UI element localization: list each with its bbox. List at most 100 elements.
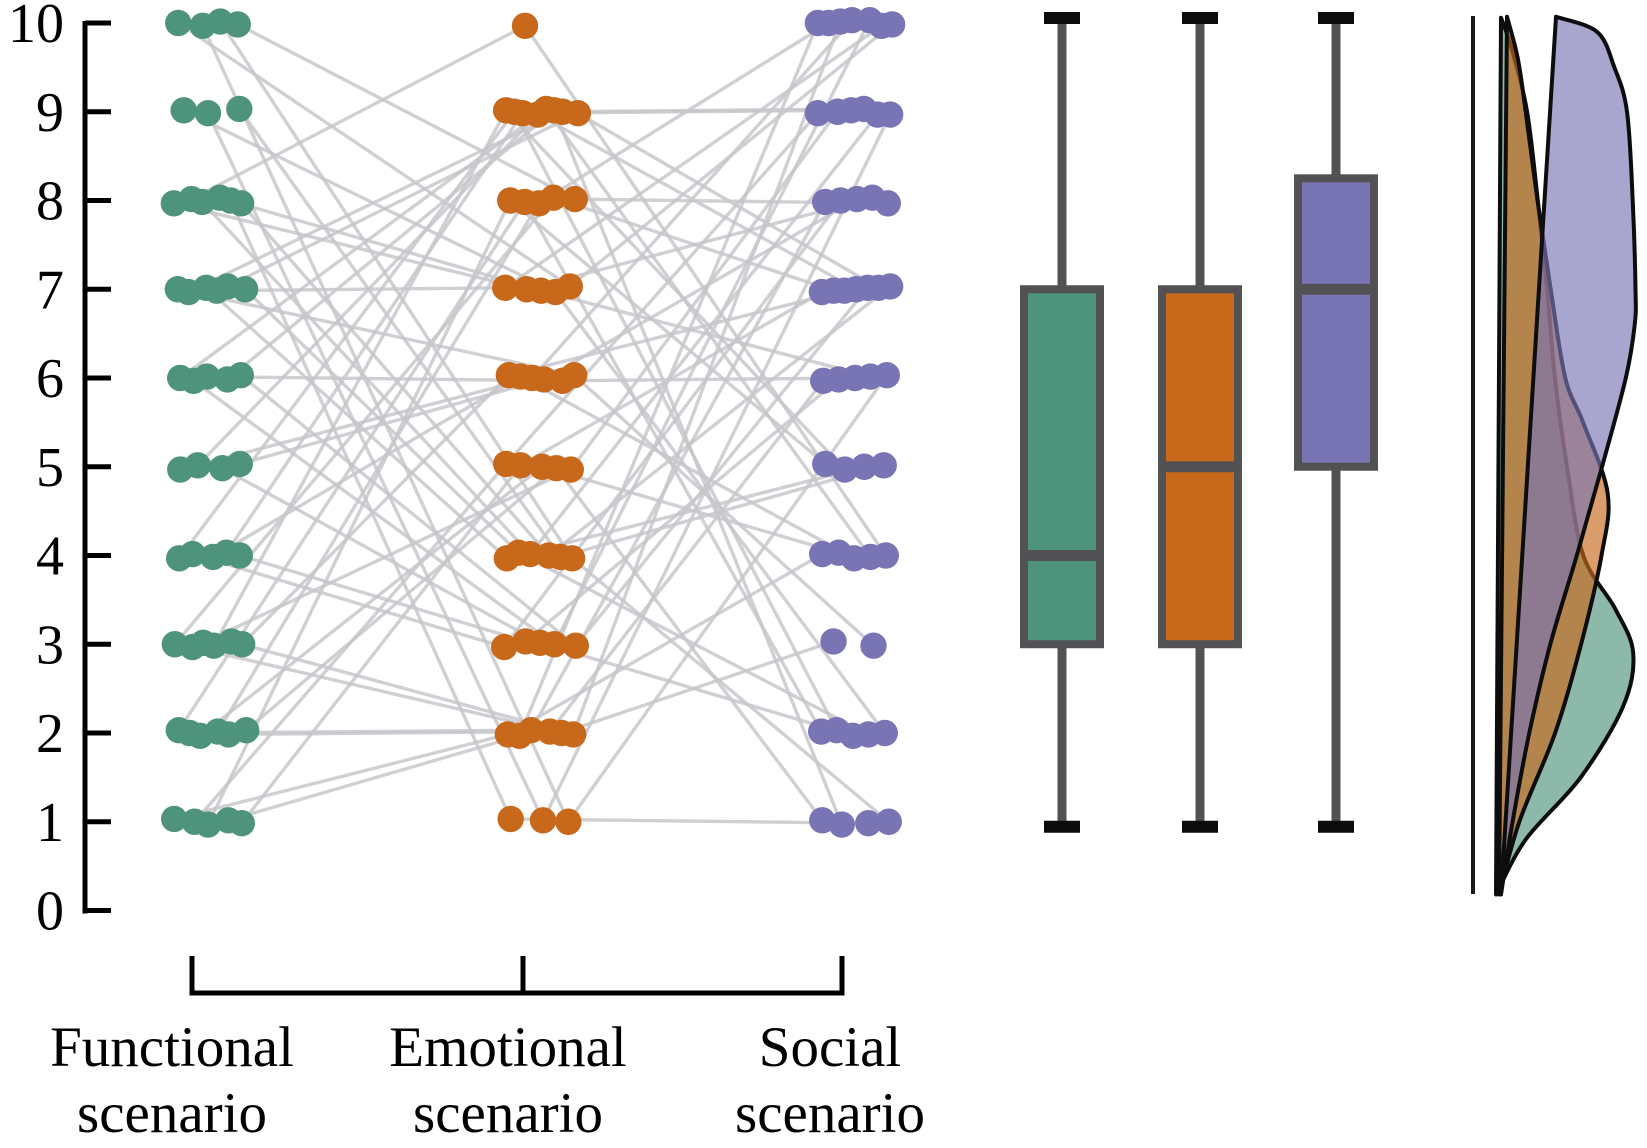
data-dot-emotional (559, 721, 587, 748)
y-tick-label: 6 (36, 348, 64, 410)
participant-line (560, 639, 835, 735)
data-dot-emotional (562, 632, 589, 659)
participant-line (541, 113, 892, 822)
data-dot-emotional (541, 631, 568, 658)
participant-lines (173, 19, 894, 826)
data-dot-social (878, 11, 906, 38)
violin-panel (1471, 14, 1638, 897)
participant-line (245, 466, 558, 732)
data-dot-functional (232, 717, 260, 744)
participant-line (239, 373, 577, 647)
category-label-social: scenario (735, 1082, 925, 1145)
data-dot-emotional (556, 273, 583, 300)
data-dot-functional (165, 9, 192, 37)
participant-line (552, 109, 844, 826)
box-plots (1020, 12, 1378, 833)
participant-line (240, 464, 522, 825)
participant-line (508, 289, 845, 377)
y-tick-label: 8 (36, 171, 64, 233)
participant-line (202, 468, 572, 645)
participant-line (221, 466, 541, 645)
participant-line (187, 110, 564, 294)
y-tick-label: 2 (36, 703, 64, 765)
participant-line (201, 25, 570, 823)
participant-line (504, 24, 883, 290)
data-dot-social (860, 632, 887, 659)
participant-line (177, 21, 571, 288)
data-dot-emotional (555, 808, 582, 835)
category-label-emotional: Emotional (389, 1016, 626, 1079)
participant-line (182, 108, 557, 294)
y-tick-label: 1 (36, 792, 64, 854)
data-dot-functional (231, 276, 259, 303)
data-dot-emotional (558, 545, 586, 572)
data-dot-social (804, 99, 832, 127)
data-dot-social (870, 452, 897, 479)
data-dot-functional (194, 811, 222, 838)
y-tick-label: 4 (36, 526, 64, 588)
participant-line (506, 552, 824, 736)
data-dot-emotional (511, 12, 539, 40)
category-label-emotional: scenario (413, 1082, 603, 1145)
data-dot-social (874, 190, 901, 217)
data-dot-social (855, 809, 882, 837)
data-dot-social (875, 808, 902, 835)
participant-line (192, 645, 562, 735)
boxplot-social (1294, 12, 1378, 833)
data-dot-functional (226, 542, 253, 569)
data-dot-emotional (529, 807, 557, 834)
participant-line (239, 202, 551, 557)
participant-line (236, 22, 576, 201)
data-dot-functional (179, 540, 206, 568)
participant-line (540, 289, 871, 379)
participant-line (574, 286, 870, 647)
participant-line (504, 112, 820, 466)
boxplot-emotional (1158, 12, 1242, 833)
data-dot-social (831, 456, 858, 483)
participant-line (226, 111, 579, 288)
data-dot-functional (193, 363, 221, 390)
data-dot-social (872, 542, 899, 569)
participant-line (228, 199, 513, 820)
data-dot-social (876, 273, 904, 300)
data-dot-functional (228, 631, 256, 658)
participant-line (555, 467, 824, 822)
participant-line (177, 110, 516, 560)
participant-line (190, 24, 526, 201)
data-dot-social (851, 453, 878, 480)
data-dot-emotional (507, 452, 534, 479)
data-dot-emotional (560, 362, 588, 389)
category-label-social: Social (759, 1016, 901, 1079)
participant-line (216, 286, 506, 293)
category-bracket (189, 956, 845, 996)
participant-line (216, 202, 541, 733)
participant-line (562, 376, 856, 383)
y-axis: 0 1 2 3 4 5 6 7 8 9 10 (8, 0, 111, 943)
data-dot-functional (161, 805, 188, 833)
y-tick-label: 9 (36, 82, 64, 144)
participant-line (566, 374, 889, 823)
participant-line (219, 196, 542, 293)
data-dot-emotional (497, 805, 524, 833)
participant-line (237, 107, 562, 558)
participant-line (212, 375, 522, 559)
data-dot-social (876, 101, 904, 128)
data-dot-functional (228, 809, 255, 837)
category-label-functional: Functional (50, 1016, 294, 1079)
data-dot-functional (227, 190, 255, 217)
y-tick-label: 3 (36, 614, 64, 676)
participant-line (192, 379, 556, 646)
participant-line (542, 197, 858, 381)
data-dot-functional (170, 97, 197, 124)
data-dot-social (828, 811, 855, 838)
participant-line (173, 201, 528, 291)
participant-line (547, 285, 892, 557)
y-tick-label: 10 (8, 0, 64, 55)
data-dot-emotional (540, 184, 567, 211)
participant-line (227, 734, 520, 822)
data-dot-functional (226, 450, 253, 478)
data-dot-functional (194, 99, 222, 127)
scenario-dot-columns (160, 7, 906, 838)
